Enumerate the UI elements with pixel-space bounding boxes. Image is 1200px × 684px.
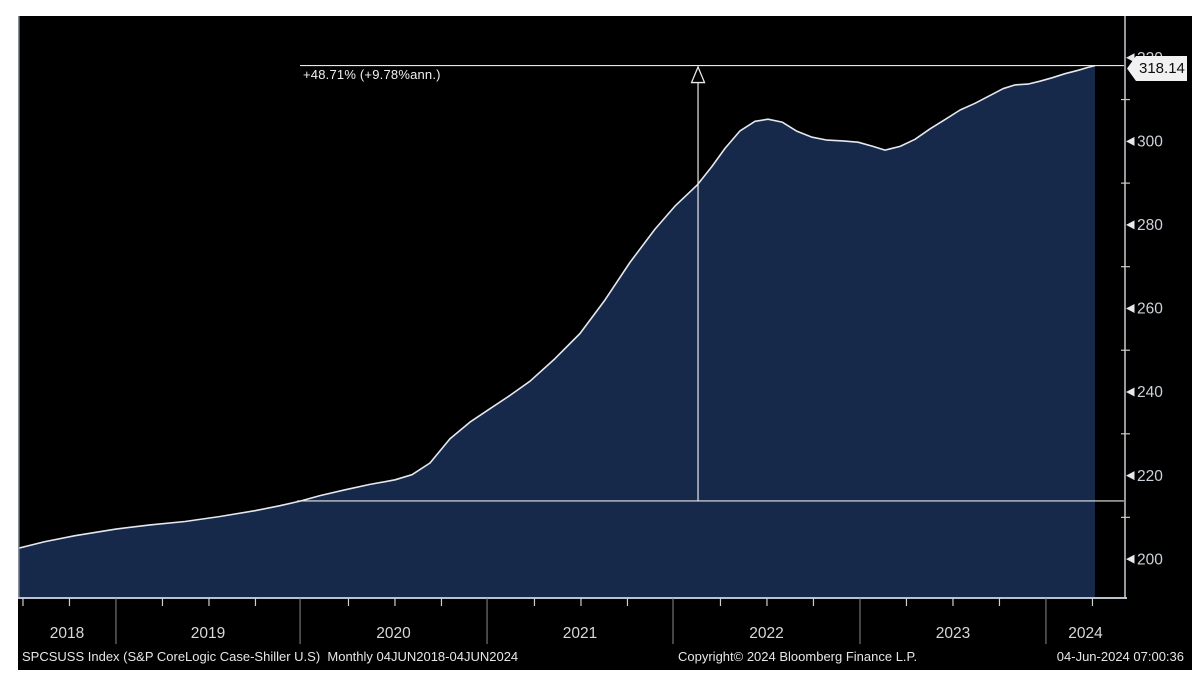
y-tick-marker [1126,471,1135,481]
y-tick-marker [1126,220,1135,230]
y-axis-label: 240 [1137,384,1163,401]
x-year-label: 2021 [563,625,597,642]
copyright-text: Copyright© 2024 Bloomberg Finance L.P. [678,649,918,664]
measure-arrowhead[interactable] [690,65,706,84]
security-description-text: SPCSUSS Index (S&P CoreLogic Case-Shille… [22,649,519,664]
x-year-label: 2018 [50,625,84,642]
timestamp-text: 04-Jun-2024 07:00:36 [1056,649,1184,664]
y-tick-marker [1126,303,1135,313]
y-axis-label: 220 [1137,468,1163,485]
x-year-label: 2020 [376,625,411,642]
x-year-label: 2022 [749,625,783,642]
x-year-label: 2023 [936,625,970,642]
measure-annotation-label[interactable]: +48.71% (+9.78%ann.) [303,67,441,82]
y-axis-label: 260 [1137,301,1163,318]
y-tick-marker [1126,387,1135,397]
price-line [18,64,1096,550]
last-price-flag[interactable]: 318.14 [1127,56,1187,81]
y-tick-marker [1126,554,1135,564]
y-tick-marker [1126,53,1135,63]
x-year-label: 2024 [1068,625,1103,642]
last-price-value: 318.14 [1139,60,1185,77]
price-chart-plot-area[interactable]: 2002202402602803003202018201920202021202… [18,16,1192,670]
y-axis-label: 300 [1137,134,1163,151]
x-year-label: 2019 [191,625,225,642]
y-axis-label: 200 [1137,551,1163,568]
area-fill [18,65,1095,599]
y-axis-label: 280 [1137,217,1163,234]
y-tick-marker [1126,136,1135,146]
status-bar: SPCSUSS Index (S&P CoreLogic Case-Shille… [18,649,1192,667]
chart-panel: 2002202402602803003202018201920202021202… [18,16,1192,670]
